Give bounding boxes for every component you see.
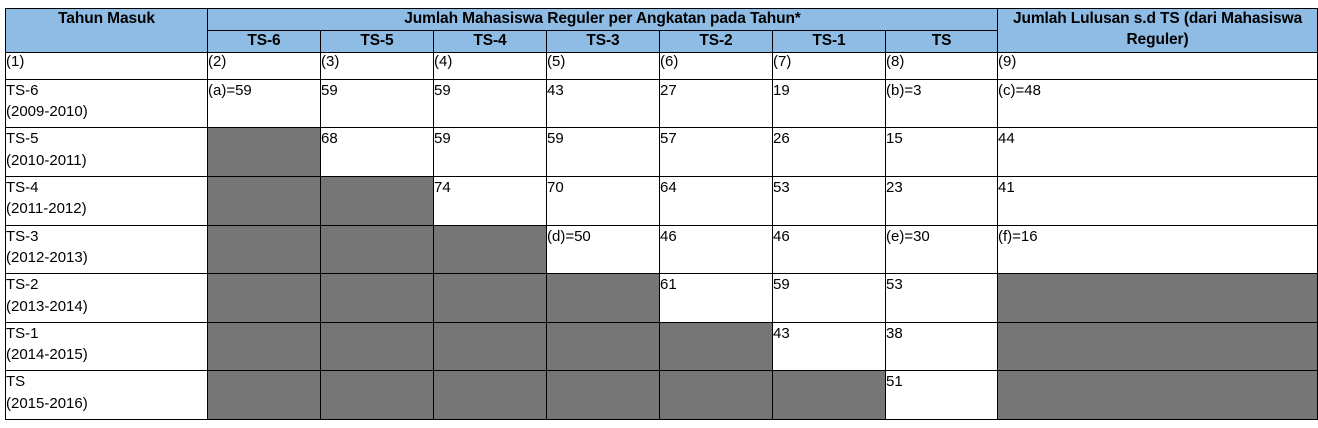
header-row-group: Tahun Masuk Jumlah Mahasiswa Reguler per… <box>5 8 1318 53</box>
cell-student-count: 74 <box>433 176 547 226</box>
header-col-ts-2: TS-2 <box>659 29 773 53</box>
col-number-6: (6) <box>659 51 773 80</box>
header-group-jumlah-mahasiswa: Jumlah Mahasiswa Reguler per Angkatan pa… <box>206 8 999 31</box>
cell-student-count: 53 <box>772 176 886 226</box>
cell-blocked <box>207 321 321 372</box>
row-label-tahun-masuk: TS-2 (2013-2014) <box>5 273 208 323</box>
cell-student-count: 43 <box>772 321 886 372</box>
cell-student-count: 61 <box>659 273 773 323</box>
cell-blocked <box>433 224 547 275</box>
table-row: TS-2 (2013-2014) 61 59 53 <box>5 273 1318 323</box>
table-row: TS-4 (2011-2012) 74 70 64 53 23 41 <box>5 176 1318 226</box>
cell-graduate-count: 44 <box>997 127 1318 178</box>
table-row: TS (2015-2016) 51 <box>5 370 1318 420</box>
row-label-tahun-masuk: TS-6 (2009-2010) <box>5 78 208 129</box>
col-number-4: (4) <box>433 51 547 80</box>
cell-blocked <box>433 273 547 323</box>
cell-blocked <box>997 273 1318 323</box>
cell-blocked <box>772 370 886 420</box>
cell-student-count: 43 <box>546 78 660 129</box>
row-label-tahun-masuk: TS-3 (2012-2013) <box>5 224 208 275</box>
cell-blocked <box>320 273 434 323</box>
cell-blocked <box>546 370 660 420</box>
header-col-ts: TS <box>884 29 999 53</box>
cell-blocked <box>207 273 321 323</box>
cell-student-count: 59 <box>320 78 434 129</box>
cell-blocked <box>207 370 321 420</box>
cell-blocked <box>433 370 547 420</box>
cell-blocked <box>997 370 1318 420</box>
cell-blocked <box>997 321 1318 372</box>
cell-blocked <box>320 370 434 420</box>
header-col-ts-6: TS-6 <box>207 29 321 53</box>
cell-student-count: 51 <box>884 370 999 420</box>
cell-blocked <box>320 321 434 372</box>
cell-student-count: (e)=30 <box>884 224 999 275</box>
header-col-ts-3: TS-3 <box>546 29 660 53</box>
cell-student-count: 23 <box>884 176 999 226</box>
row-label-tahun-masuk: TS-1 (2014-2015) <box>5 321 208 372</box>
table-header: Tahun Masuk Jumlah Mahasiswa Reguler per… <box>5 8 1318 53</box>
row-label-tahun-masuk: TS-4 (2011-2012) <box>5 176 208 226</box>
header-col-ts-1: TS-1 <box>772 29 886 53</box>
row-label-tahun-masuk: TS-5 (2010-2011) <box>5 127 208 178</box>
cell-student-count: 26 <box>772 127 886 178</box>
col-number-1: (1) <box>5 51 208 80</box>
cell-student-count: 59 <box>433 78 547 129</box>
cell-blocked <box>659 370 773 420</box>
table-row: TS-5 (2010-2011) 68 59 59 57 26 15 44 <box>5 127 1318 178</box>
col-number-7: (7) <box>772 51 886 80</box>
cell-blocked <box>546 273 660 323</box>
header-tahun-masuk: Tahun Masuk <box>5 8 208 53</box>
col-number-5: (5) <box>546 51 660 80</box>
cell-student-count: 19 <box>772 78 886 129</box>
col-number-2: (2) <box>207 51 321 80</box>
cell-student-count: 59 <box>772 273 886 323</box>
cell-student-count: 46 <box>772 224 886 275</box>
cell-student-count: (a)=59 <box>207 78 321 129</box>
header-col-ts-5: TS-5 <box>320 29 434 53</box>
row-label-tahun-masuk: TS (2015-2016) <box>5 370 208 420</box>
cell-student-count: 46 <box>659 224 773 275</box>
table-row: TS-1 (2014-2015) 43 38 <box>5 321 1318 372</box>
cell-student-count: 59 <box>433 127 547 178</box>
cell-graduate-count: (c)=48 <box>997 78 1318 129</box>
col-number-9: (9) <box>997 51 1318 80</box>
cell-blocked <box>320 224 434 275</box>
column-number-row: (1) (2) (3) (4) (5) (6) (7) (8) (9) <box>5 51 1318 80</box>
col-number-3: (3) <box>320 51 434 80</box>
cell-blocked <box>207 127 321 178</box>
cell-student-count: 15 <box>884 127 999 178</box>
cell-student-count: 53 <box>884 273 999 323</box>
col-number-8: (8) <box>884 51 999 80</box>
cell-student-count: 70 <box>546 176 660 226</box>
cell-blocked <box>433 321 547 372</box>
cell-blocked <box>659 321 773 372</box>
cell-graduate-count: (f)=16 <box>997 224 1318 275</box>
table-row: TS-3 (2012-2013) (d)=50 46 46 (e)=30 (f)=16 <box>5 224 1318 275</box>
header-row-sub: TS-6 TS-5 TS-4 TS-3 TS-2 TS-1 TS <box>6 29 1318 53</box>
cell-blocked <box>546 321 660 372</box>
table-body: (1) (2) (3) (4) (5) (6) (7) (8) (9) TS-6… <box>5 51 1318 420</box>
cell-student-count: 59 <box>546 127 660 178</box>
cell-blocked <box>207 224 321 275</box>
cell-blocked <box>320 176 434 226</box>
cell-student-count: 57 <box>659 127 773 178</box>
cell-student-count: 27 <box>659 78 773 129</box>
header-col-ts-4: TS-4 <box>433 29 547 53</box>
cell-student-count: (b)=3 <box>884 78 999 129</box>
cell-blocked <box>207 176 321 226</box>
cell-student-count: 64 <box>659 176 773 226</box>
header-jumlah-lulusan: Jumlah Lulusan s.d TS (dari Mahasiswa Re… <box>997 8 1318 53</box>
student-cohort-table: Tahun Masuk Jumlah Mahasiswa Reguler per… <box>5 8 1318 420</box>
cell-student-count: 38 <box>884 321 999 372</box>
cell-student-count: (d)=50 <box>546 224 660 275</box>
student-cohort-table-container: Tahun Masuk Jumlah Mahasiswa Reguler per… <box>5 8 1318 420</box>
cell-graduate-count: 41 <box>997 176 1318 226</box>
table-row: TS-6 (2009-2010) (a)=59 59 59 43 27 19 (b)=3 (c)… <box>5 78 1318 129</box>
cell-student-count: 68 <box>320 127 434 178</box>
